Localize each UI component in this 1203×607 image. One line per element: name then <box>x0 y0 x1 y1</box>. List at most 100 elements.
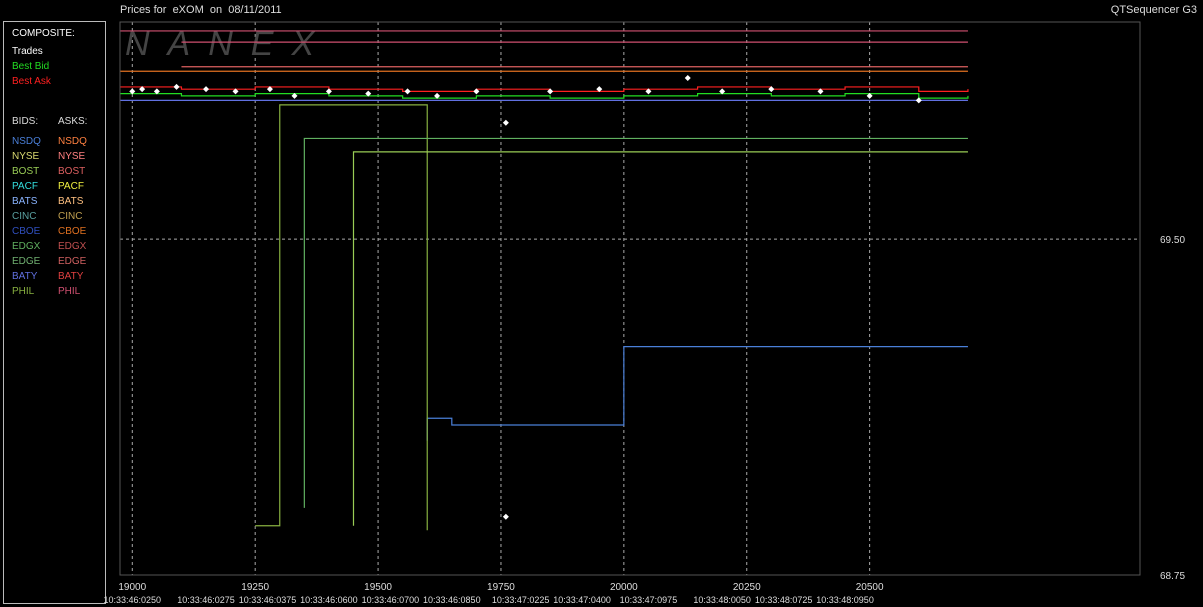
ask-legend-label: EDGE <box>58 256 87 267</box>
ask-legend-label: PACF <box>58 181 84 192</box>
time-label: 10:33:46:0850 <box>423 595 481 605</box>
trade-point <box>502 513 509 520</box>
trade-point <box>915 97 922 104</box>
x-tick-label: 19500 <box>364 582 392 593</box>
composite-legend-item: Best Bid <box>12 61 50 72</box>
exchange-legend-row: CINC CINC <box>12 211 82 222</box>
trade-point <box>768 86 775 93</box>
bid-legend-label: BOST <box>12 166 40 177</box>
bid-legend-label: CINC <box>12 211 37 222</box>
price-series-line <box>426 346 968 441</box>
exchange-legend-row: NYSE NYSE <box>12 151 85 162</box>
bid-legend-label: BATS <box>12 196 38 207</box>
exchange-legend-row: EDGX EDGX <box>12 241 86 252</box>
trade-point <box>434 92 441 99</box>
trade-point <box>266 86 273 93</box>
exchange-legend-row: CBOE CBOE <box>12 226 86 237</box>
x-tick-label: 19250 <box>241 582 269 593</box>
bid-legend-label: PHIL <box>12 286 35 297</box>
time-label: 10:33:48:0725 <box>755 595 813 605</box>
trade-point <box>645 88 652 95</box>
time-label: 10:33:46:0700 <box>362 595 420 605</box>
trade-point <box>153 88 160 95</box>
price-series-line <box>120 86 969 93</box>
bids-heading: BIDS: <box>12 116 39 127</box>
axes: 19000 19250 19500 19750 20000 20250 20500 10:33… <box>104 21 1185 605</box>
price-series-line <box>255 104 428 531</box>
trade-point <box>596 86 603 93</box>
composite-legend-item: Trades <box>12 46 43 57</box>
time-label: 10:33:46:0275 <box>177 595 235 605</box>
legend-panel: COMPOSITE: Trades Best Bid Best Ask BIDS: … <box>3 21 106 604</box>
trade-point <box>684 74 691 81</box>
x-tick-label: 20000 <box>610 582 638 593</box>
ask-legend-label: BATY <box>58 271 84 282</box>
trade-point <box>325 88 332 95</box>
app-name: QTSequencer G3 <box>1110 4 1197 16</box>
bid-legend-label: NSDQ <box>12 136 41 147</box>
exchange-legend-row: BATS BATS <box>12 196 83 207</box>
bid-legend-label: EDGX <box>12 241 41 252</box>
bid-legend-label: NYSE <box>12 151 40 162</box>
plot-frame <box>119 21 1141 576</box>
time-label: 10:33:46:0250 <box>104 595 162 605</box>
time-label: 10:33:46:0600 <box>300 595 358 605</box>
bid-legend-label: EDGE <box>12 256 41 267</box>
exchange-legend-row: BATY BATY <box>12 271 83 282</box>
bid-legend-label: CBOE <box>12 226 41 237</box>
price-series-line <box>120 93 969 99</box>
price-series-line <box>352 151 968 526</box>
trade-point <box>139 86 146 93</box>
x-tick-label: 20250 <box>733 582 761 593</box>
y-tick-label: 69.50 <box>1160 235 1185 246</box>
y-tick-label: 68.75 <box>1160 571 1185 582</box>
trade-point <box>817 88 824 95</box>
asks-heading: ASKS: <box>58 116 88 127</box>
trade-point <box>473 88 480 95</box>
composite-legend-item: Best Ask <box>12 76 51 87</box>
x-tick-label: 20500 <box>856 582 884 593</box>
time-label: 10:33:47:0975 <box>620 595 678 605</box>
x-tick-label: 19000 <box>118 582 146 593</box>
exchange-legend-row: PHIL PHIL <box>12 286 80 297</box>
trade-point <box>129 88 136 95</box>
window-title: Prices for eXOM on 08/11/2011 <box>120 4 282 16</box>
trades-group <box>129 74 922 520</box>
trade-point <box>173 83 180 90</box>
exchange-legend-row: EDGE EDGE <box>12 256 86 267</box>
trade-point <box>291 92 298 99</box>
ask-legend-label: NSDQ <box>58 136 87 147</box>
time-label: 10:33:48:0050 <box>693 595 751 605</box>
ask-legend-label: NYSE <box>58 151 86 162</box>
trade-point <box>719 88 726 95</box>
ask-legend-label: CBOE <box>58 226 87 237</box>
time-label: 10:33:47:0225 <box>492 595 550 605</box>
ask-legend-label: BATS <box>58 196 84 207</box>
exchange-legend-row: NSDQ NSDQ <box>12 136 87 147</box>
trade-point <box>203 86 210 93</box>
series-group <box>120 30 969 531</box>
trade-point <box>547 88 554 95</box>
ask-legend-label: BOST <box>58 166 86 177</box>
bid-legend-label: BATY <box>12 271 38 282</box>
bid-legend-label: PACF <box>12 181 38 192</box>
time-label: 10:33:47:0400 <box>553 595 611 605</box>
title-bar: Prices for eXOM on 08/11/2011 QTSequence… <box>0 0 1203 20</box>
time-label: 10:33:48:0950 <box>816 595 874 605</box>
trade-point <box>404 88 411 95</box>
exchange-legend-row: BOST BOST <box>12 166 85 177</box>
ask-legend-label: CINC <box>58 211 83 222</box>
ask-legend-label: EDGX <box>58 241 87 252</box>
time-label: 10:33:46:0375 <box>239 595 297 605</box>
grid <box>120 22 1140 576</box>
trade-point <box>365 90 372 97</box>
trade-point <box>502 119 509 126</box>
trade-point <box>232 88 239 95</box>
trade-point <box>866 92 873 99</box>
ask-legend-label: PHIL <box>58 286 81 297</box>
composite-heading: COMPOSITE: <box>12 28 75 39</box>
exchange-legend-row: PACF PACF <box>12 181 84 192</box>
price-series-line <box>303 137 968 508</box>
x-tick-label: 19750 <box>487 582 515 593</box>
